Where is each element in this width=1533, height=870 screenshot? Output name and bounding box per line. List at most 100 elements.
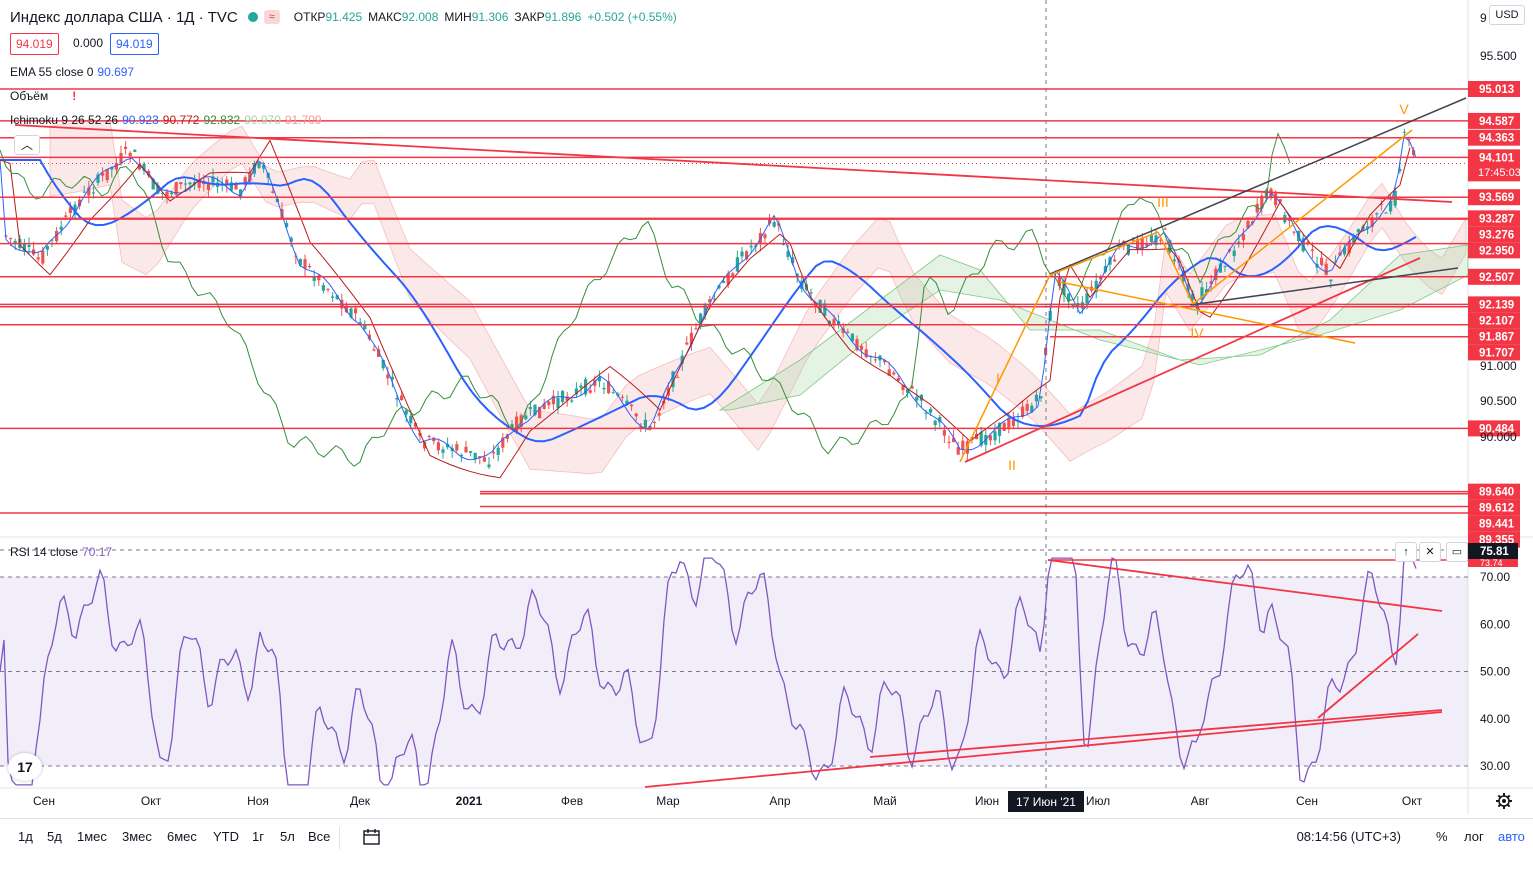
clock-timezone[interactable]: 08:14:56 (UTC+3) xyxy=(1296,829,1401,844)
rsi-current-bg xyxy=(1468,543,1518,559)
level-label-bg[interactable] xyxy=(1468,483,1520,500)
candle-body xyxy=(781,243,785,245)
candle-body xyxy=(933,420,937,426)
volume-legend[interactable]: Объём! xyxy=(10,89,80,103)
trendline-up xyxy=(964,257,1421,463)
maximize-pane-icon[interactable]: ▭ xyxy=(1446,542,1468,562)
tradingview-logo-icon[interactable]: 17 xyxy=(8,753,42,781)
price-tick: 90.500 xyxy=(1480,394,1517,408)
candle-body xyxy=(492,452,496,454)
ichimoku-legend[interactable]: Ichimoku 9 26 52 26 90.923 90.772 92.832 90.… xyxy=(10,113,326,127)
level-label-bg[interactable] xyxy=(1468,268,1520,285)
candle-body xyxy=(459,454,463,457)
candle-body xyxy=(285,222,289,228)
compare-icon[interactable]: ≈ xyxy=(263,10,280,24)
currency-select[interactable]: USD xyxy=(1489,5,1525,25)
time-tick: Дек xyxy=(350,794,371,808)
close-pane-icon[interactable]: ✕ xyxy=(1419,542,1441,562)
level-label-bg[interactable] xyxy=(1468,515,1520,532)
candle-body xyxy=(1007,418,1011,428)
level-label-bg[interactable] xyxy=(1468,210,1520,227)
level-label-bg[interactable] xyxy=(1468,112,1520,129)
move-pane-up-icon[interactable]: ↑ xyxy=(1395,542,1417,562)
timeframe-1d[interactable]: 1д xyxy=(18,829,33,844)
candle-body xyxy=(229,182,233,191)
bottom-toolbar: 1д 5д 1мес 3мес 6мес YTD 1г 5л Все 08:14… xyxy=(0,818,1533,870)
time-tick: Июл xyxy=(1086,794,1110,808)
candle-body xyxy=(160,192,164,194)
level-label-bg[interactable] xyxy=(1468,312,1520,329)
time-axis[interactable]: Сен Окт Ноя Дек 2021 Фев Мар Апр Май Июн Июл Авг Сен… xyxy=(33,791,1423,812)
time-tick: Апр xyxy=(769,794,791,808)
level-label-bg[interactable] xyxy=(1468,242,1520,259)
candle-body xyxy=(611,392,615,394)
rsi-partial-bg xyxy=(1468,559,1518,567)
timeframe-1y[interactable]: 1г xyxy=(252,829,264,844)
timeframe-all[interactable]: Все xyxy=(308,829,331,844)
timeframe-6m[interactable]: 6мес xyxy=(167,829,197,844)
candle-body xyxy=(386,374,390,379)
log-toggle[interactable]: лог xyxy=(1464,829,1484,844)
time-tick: Мар xyxy=(656,794,680,808)
chart-canvas[interactable]: 95.013 94.587 94.363 94.101 94.019 93.569 93.2… xyxy=(0,0,1533,815)
symbol-title[interactable]: Индекс доллара США · 1Д · TVC xyxy=(10,8,238,26)
timeframe-ytd[interactable]: YTD xyxy=(213,829,239,844)
price-scale[interactable]: 95.500 91.000 90.500 90.000 9 xyxy=(1480,11,1517,444)
candle-body xyxy=(584,379,588,395)
timeframe-1m[interactable]: 1мес xyxy=(77,829,107,844)
candle-body xyxy=(78,199,82,207)
candle-body xyxy=(358,322,362,326)
candle-body xyxy=(87,187,91,196)
candle-body xyxy=(335,295,339,299)
time-tick: Окт xyxy=(1402,794,1423,808)
horizontal-levels: 95.01394.58794.36394.10194.01993.56993.2… xyxy=(0,81,1521,548)
level-label-bg[interactable] xyxy=(1468,81,1520,97)
candle-body xyxy=(1389,201,1393,212)
level-label-bg[interactable] xyxy=(1468,129,1520,146)
level-label-bg[interactable] xyxy=(1468,189,1520,206)
candle-body xyxy=(110,167,114,170)
date-range-icon[interactable] xyxy=(362,828,382,846)
candle-body xyxy=(432,437,436,442)
wave-leg-3 xyxy=(1049,231,1159,276)
auto-toggle[interactable]: авто xyxy=(1498,829,1525,844)
candle-body xyxy=(896,378,900,381)
level-label-bg[interactable] xyxy=(1468,328,1520,345)
candle-body xyxy=(1103,266,1107,272)
rsi-legend[interactable]: RSI 14 close 70.17 xyxy=(10,545,116,559)
buy-price-badge[interactable]: 94.019 xyxy=(110,33,159,55)
candle-body xyxy=(243,177,247,185)
level-label-bg[interactable] xyxy=(1468,296,1520,313)
level-label-bg[interactable] xyxy=(1468,149,1520,166)
timeframe-5y[interactable]: 5л xyxy=(280,829,295,844)
rsi-tick: 50.00 xyxy=(1480,665,1510,679)
ema-legend[interactable]: EMA 55 close 0 90.697 xyxy=(10,65,138,79)
collapse-legend-icon[interactable]: ︿ xyxy=(14,135,40,155)
candle-body xyxy=(124,146,128,149)
candle-body xyxy=(1205,289,1209,294)
level-label-bg[interactable] xyxy=(1468,344,1520,361)
candle-body xyxy=(607,381,611,394)
candle-body xyxy=(680,355,684,364)
percent-toggle[interactable]: % xyxy=(1436,829,1448,844)
candle-body xyxy=(846,331,850,333)
volume-warning-icon[interactable]: ! xyxy=(72,89,77,103)
level-label-bg[interactable] xyxy=(1468,420,1520,437)
level-label-bg[interactable] xyxy=(1468,226,1520,243)
ichimoku-value-5: 91.709 xyxy=(284,113,322,127)
candle-body xyxy=(657,413,661,416)
candle-body xyxy=(271,191,275,193)
candle-body xyxy=(910,386,914,389)
candle-body xyxy=(1002,422,1006,431)
timeframe-5d[interactable]: 5д xyxy=(47,829,62,844)
timeframe-3m[interactable]: 3мес xyxy=(122,829,152,844)
candle-body xyxy=(929,408,933,413)
candle-body xyxy=(133,149,137,152)
level-label-bg[interactable] xyxy=(1468,499,1520,516)
sell-price-badge[interactable]: 94.019 xyxy=(10,33,59,55)
settings-gear-icon[interactable] xyxy=(1496,793,1512,809)
candle-body xyxy=(312,276,316,281)
candle-body xyxy=(979,432,983,446)
candle-body xyxy=(41,250,45,264)
